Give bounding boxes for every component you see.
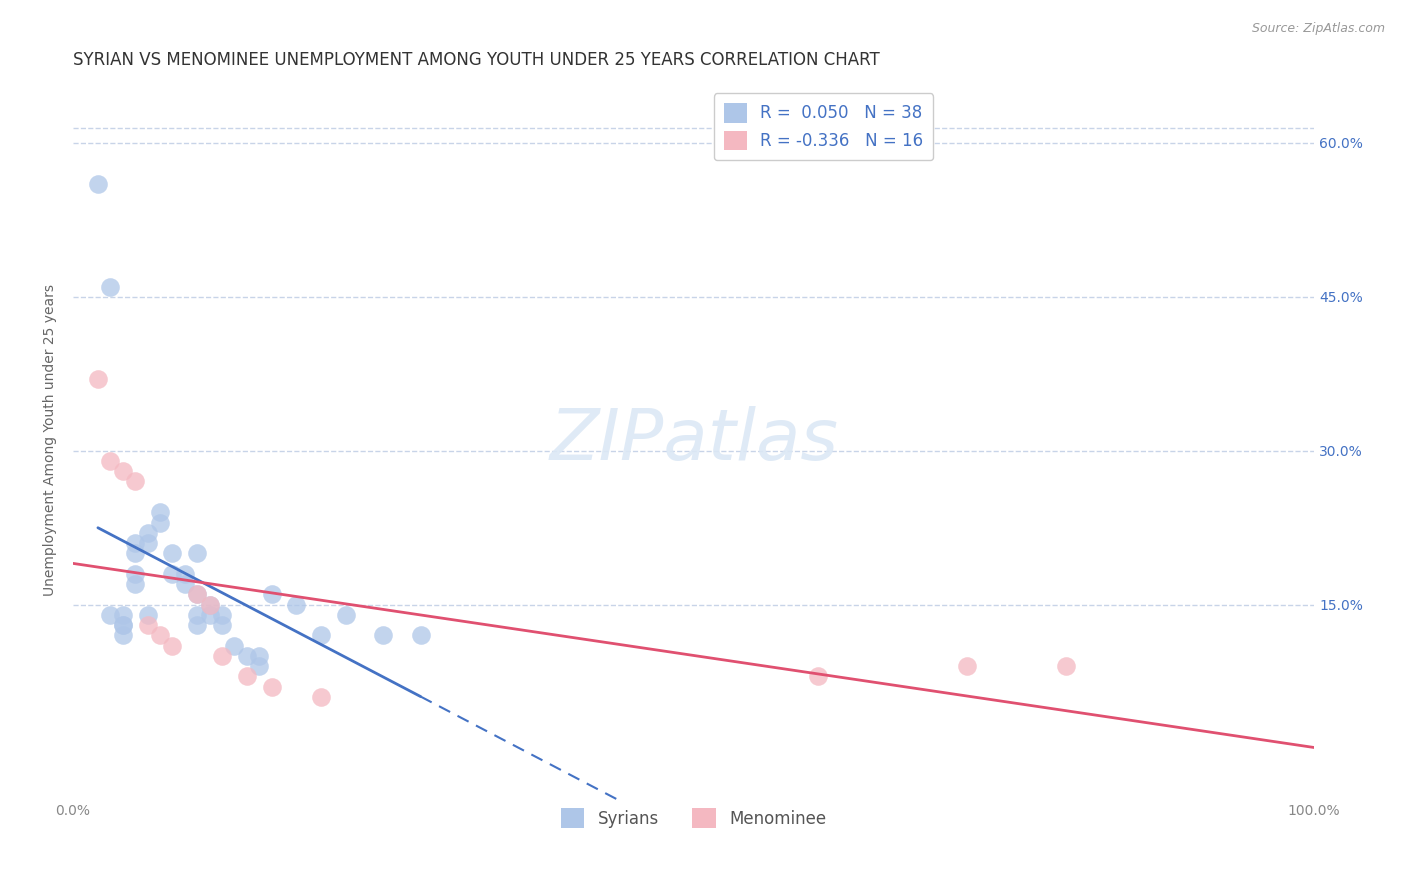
Point [98,279,121,293]
Point [409,628,432,642]
Point [98,454,121,468]
Text: SYRIAN VS MENOMINEE UNEMPLOYMENT AMONG YOUTH UNDER 25 YEARS CORRELATION CHART: SYRIAN VS MENOMINEE UNEMPLOYMENT AMONG Y… [73,51,880,69]
Point [198,607,221,622]
Point [311,628,333,642]
Point [186,546,208,560]
Point [111,464,134,478]
Point [87,372,110,386]
Text: ZIPatlas: ZIPatlas [550,406,838,475]
Point [173,566,195,581]
Text: Source: ZipAtlas.com: Source: ZipAtlas.com [1251,22,1385,36]
Point [124,546,146,560]
Point [111,607,134,622]
Point [1054,659,1077,673]
Point [87,177,110,191]
Point [260,680,283,694]
Point [111,628,134,642]
Point [247,648,270,663]
Point [149,516,172,530]
Point [224,639,246,653]
Legend: Syrians, Menominee: Syrians, Menominee [554,802,832,834]
Point [373,628,395,642]
Point [173,577,195,591]
Point [136,618,159,632]
Point [149,628,172,642]
Point [956,659,979,673]
Point [136,536,159,550]
Point [198,598,221,612]
Point [186,587,208,601]
Point [162,566,184,581]
Y-axis label: Unemployment Among Youth under 25 years: Unemployment Among Youth under 25 years [44,285,58,597]
Point [211,648,233,663]
Point [247,659,270,673]
Point [211,607,233,622]
Point [807,669,830,683]
Point [211,618,233,632]
Point [186,587,208,601]
Point [124,475,146,489]
Point [285,598,308,612]
Point [162,546,184,560]
Point [124,577,146,591]
Point [149,505,172,519]
Point [98,607,121,622]
Point [186,607,208,622]
Point [236,669,259,683]
Point [335,607,357,622]
Point [198,598,221,612]
Point [311,690,333,704]
Point [124,566,146,581]
Point [136,607,159,622]
Point [236,648,259,663]
Point [124,536,146,550]
Point [111,618,134,632]
Point [162,639,184,653]
Point [186,618,208,632]
Point [111,618,134,632]
Point [136,525,159,540]
Point [260,587,283,601]
